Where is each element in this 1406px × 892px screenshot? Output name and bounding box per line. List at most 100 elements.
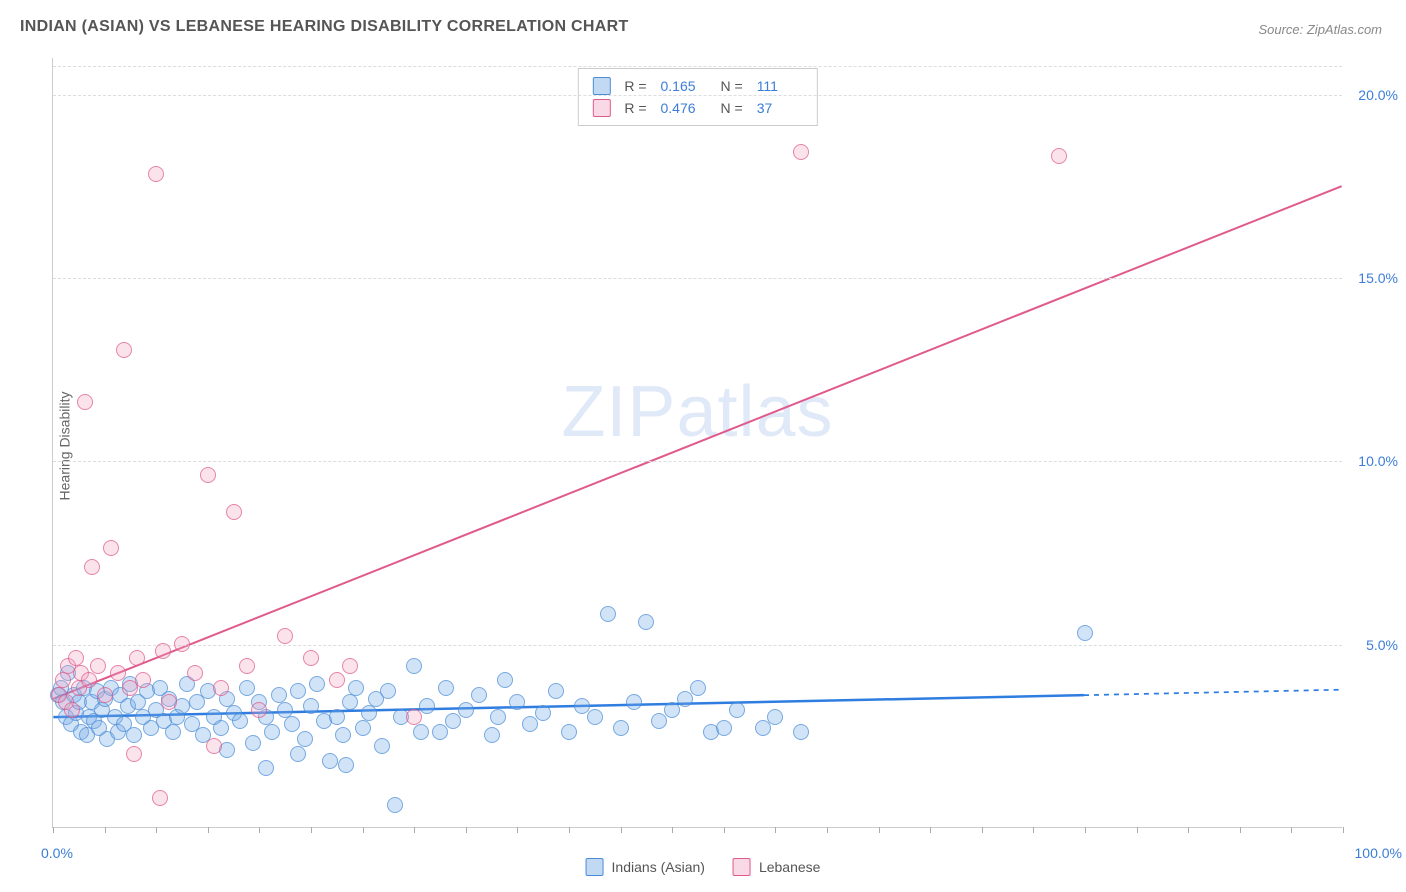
data-point-a (284, 716, 300, 732)
gridline (53, 278, 1342, 279)
data-point-a (348, 680, 364, 696)
data-point-b (187, 665, 203, 681)
gridline (53, 645, 1342, 646)
legend-swatch-b (592, 99, 610, 117)
data-point-a (729, 702, 745, 718)
x-tick (982, 827, 983, 833)
data-point-b (303, 650, 319, 666)
legend-label-a: Indians (Asian) (612, 859, 705, 875)
data-point-a (335, 727, 351, 743)
x-tick (105, 827, 106, 833)
x-tick (1033, 827, 1034, 833)
x-tick (311, 827, 312, 833)
data-point-b (793, 144, 809, 160)
data-point-a (413, 724, 429, 740)
data-point-b (200, 467, 216, 483)
data-point-b (55, 672, 71, 688)
data-point-a (303, 698, 319, 714)
x-tick (414, 827, 415, 833)
data-point-b (126, 746, 142, 762)
data-point-a (458, 702, 474, 718)
x-tick (672, 827, 673, 833)
data-point-a (380, 683, 396, 699)
watermark-atlas: atlas (676, 372, 833, 452)
data-point-a (561, 724, 577, 740)
data-point-a (490, 709, 506, 725)
data-point-b (206, 738, 222, 754)
data-point-b (213, 680, 229, 696)
data-point-a (522, 716, 538, 732)
data-point-a (432, 724, 448, 740)
data-point-a (664, 702, 680, 718)
legend-r-label: R = (624, 100, 646, 116)
data-point-a (626, 694, 642, 710)
x-tick (208, 827, 209, 833)
x-tick (1188, 827, 1189, 833)
data-point-a (600, 606, 616, 622)
data-point-a (509, 694, 525, 710)
x-tick (621, 827, 622, 833)
data-point-a (613, 720, 629, 736)
legend-swatch-a (592, 77, 610, 95)
data-point-b (84, 559, 100, 575)
data-point-a (497, 672, 513, 688)
legend-n-value-b: 37 (757, 100, 803, 116)
x-tick (53, 827, 54, 833)
data-point-a (239, 680, 255, 696)
data-point-b (152, 790, 168, 806)
data-point-b (97, 687, 113, 703)
legend-n-value-a: 111 (757, 78, 803, 94)
data-point-b (110, 665, 126, 681)
data-point-a (232, 713, 248, 729)
data-point-a (548, 683, 564, 699)
x-tick (517, 827, 518, 833)
data-point-a (690, 680, 706, 696)
x-tick (569, 827, 570, 833)
data-point-a (322, 753, 338, 769)
data-point-a (587, 709, 603, 725)
gridline (53, 95, 1342, 96)
data-point-a (264, 724, 280, 740)
legend-r-value-b: 0.476 (661, 100, 707, 116)
legend-item-b: Lebanese (733, 858, 821, 876)
x-tick (1343, 827, 1344, 833)
x-tick (363, 827, 364, 833)
data-point-b (161, 694, 177, 710)
data-point-b (342, 658, 358, 674)
x-tick (1085, 827, 1086, 833)
x-tick (879, 827, 880, 833)
data-point-a (245, 735, 261, 751)
correlation-legend-box: R = 0.165 N = 111 R = 0.476 N = 37 (577, 68, 817, 126)
data-point-b (174, 636, 190, 652)
legend-r-value-a: 0.165 (661, 78, 707, 94)
data-point-a (258, 760, 274, 776)
data-point-a (445, 713, 461, 729)
data-point-b (406, 709, 422, 725)
data-point-a (535, 705, 551, 721)
data-point-b (135, 672, 151, 688)
data-point-a (767, 709, 783, 725)
x-tick (466, 827, 467, 833)
trend-line-extend-a (1084, 690, 1342, 695)
legend-swatch-a (586, 858, 604, 876)
trend-lines-svg (53, 58, 1342, 827)
data-point-a (374, 738, 390, 754)
x-tick-left: 0.0% (41, 845, 73, 861)
watermark-zip: ZIP (561, 372, 676, 452)
trend-line-b (53, 186, 1341, 699)
data-point-a (277, 702, 293, 718)
data-point-a (406, 658, 422, 674)
data-point-a (309, 676, 325, 692)
data-point-b (148, 166, 164, 182)
data-point-a (651, 713, 667, 729)
data-point-b (251, 702, 267, 718)
y-tick-label: 10.0% (1358, 453, 1398, 469)
x-tick (156, 827, 157, 833)
legend-r-label: R = (624, 78, 646, 94)
data-point-a (471, 687, 487, 703)
y-tick-label: 20.0% (1358, 87, 1398, 103)
data-point-b (64, 702, 80, 718)
data-point-b (81, 672, 97, 688)
y-tick-label: 15.0% (1358, 270, 1398, 286)
chart-title: INDIAN (ASIAN) VS LEBANESE HEARING DISAB… (20, 18, 629, 36)
